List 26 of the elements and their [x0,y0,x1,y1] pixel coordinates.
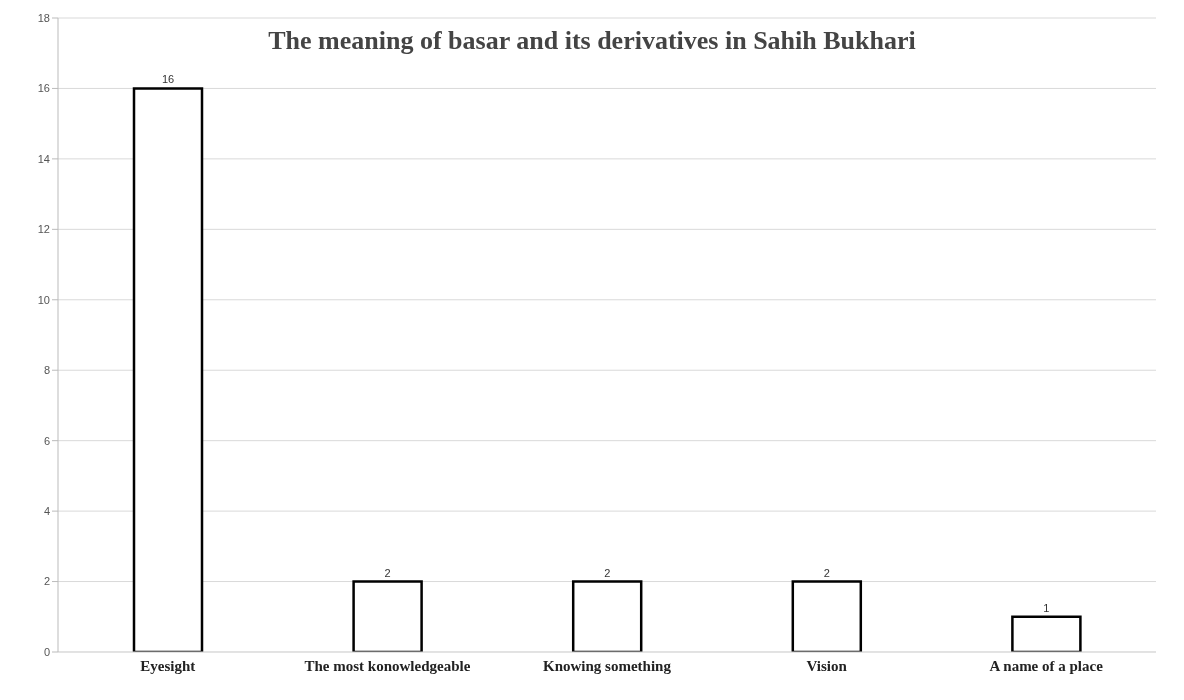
y-tick-label: 0 [43,645,50,658]
x-tick-label: Vision [806,657,848,674]
data-label: 1 [1043,601,1050,614]
y-tick-label: 4 [43,505,50,518]
chart-title: The meaning of basar and its derivatives in Sahih Bukhari [267,26,917,56]
y-tick-label: 14 [37,152,50,165]
data-label: 2 [604,566,611,579]
data-label: 16 [161,73,175,86]
y-tick-label: 6 [43,434,50,447]
y-tick-label: 18 [37,11,50,24]
x-tick-label: The most konowledgeable [304,657,471,674]
bar [132,87,204,652]
bar [1011,615,1082,652]
data-label: 2 [384,566,391,579]
x-tick-label: Knowing something [543,657,672,674]
bar [791,580,863,652]
y-tick-label: 12 [37,223,50,236]
data-label: 2 [823,566,830,579]
y-tick-label: 2 [43,575,50,588]
x-tick-label: A name of a place [989,657,1104,674]
y-tick-label: 10 [37,293,50,306]
y-tick-label: 16 [37,82,50,95]
x-tick-label: Eyesight [140,657,196,674]
y-tick-label: 8 [43,364,50,377]
bar [352,580,423,652]
bar [571,580,643,652]
